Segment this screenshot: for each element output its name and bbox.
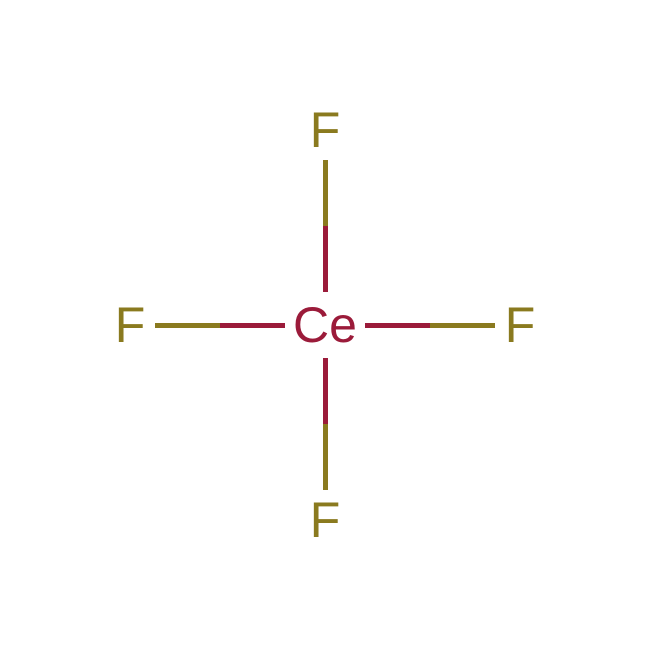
chemical-structure-diagram: Ce F F F F	[0, 0, 650, 650]
bond-right	[365, 323, 495, 328]
atom-center: Ce	[293, 300, 357, 350]
atom-top: F	[310, 105, 341, 155]
atom-right: F	[505, 300, 536, 350]
bond-left	[155, 323, 285, 328]
atom-bottom: F	[310, 495, 341, 545]
atom-left: F	[115, 300, 146, 350]
bond-top	[323, 160, 328, 292]
bond-bottom	[323, 358, 328, 490]
